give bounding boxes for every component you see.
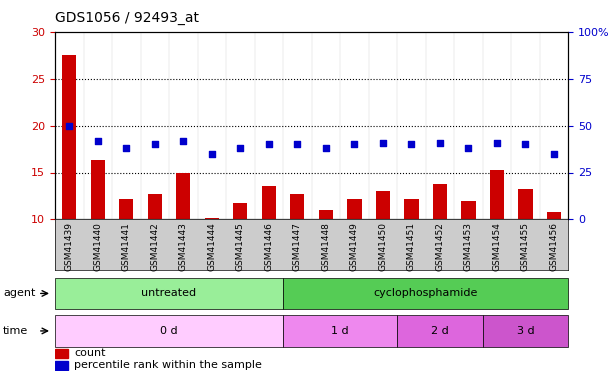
Text: GSM41455: GSM41455	[521, 222, 530, 271]
Text: GSM41450: GSM41450	[378, 222, 387, 271]
Bar	[62, 56, 76, 219]
Text: GSM41447: GSM41447	[293, 222, 302, 271]
Point	[549, 151, 559, 157]
Text: GSM41456: GSM41456	[549, 222, 558, 271]
Text: 1 d: 1 d	[331, 326, 349, 336]
Text: GSM41440: GSM41440	[93, 222, 102, 271]
Text: GSM41453: GSM41453	[464, 222, 473, 271]
Text: 0 d: 0 d	[160, 326, 178, 336]
Point	[207, 151, 217, 157]
Point	[406, 141, 416, 147]
Bar	[205, 218, 219, 219]
Point	[293, 141, 302, 147]
Text: GDS1056 / 92493_at: GDS1056 / 92493_at	[55, 11, 199, 25]
Text: GSM41442: GSM41442	[150, 222, 159, 271]
Text: percentile rank within the sample: percentile rank within the sample	[75, 360, 262, 370]
Text: GSM41441: GSM41441	[122, 222, 131, 271]
Bar	[490, 170, 504, 219]
Bar	[290, 194, 304, 219]
Point	[435, 140, 445, 146]
Text: GSM41449: GSM41449	[350, 222, 359, 271]
Bar	[283, 278, 568, 309]
Text: untreated: untreated	[142, 288, 197, 298]
Bar	[233, 202, 247, 219]
Point	[378, 140, 388, 146]
Point	[93, 138, 103, 144]
Point	[150, 141, 159, 147]
Bar	[461, 201, 475, 219]
Bar	[404, 199, 419, 219]
Bar	[376, 191, 390, 219]
Text: GSM41439: GSM41439	[65, 222, 74, 271]
Point	[349, 141, 359, 147]
Point	[122, 145, 131, 151]
Bar	[518, 189, 533, 219]
Point	[492, 140, 502, 146]
Bar	[262, 186, 276, 219]
Bar	[397, 315, 483, 347]
Text: cyclophosphamide: cyclophosphamide	[373, 288, 478, 298]
Text: GSM41451: GSM41451	[407, 222, 416, 271]
Point	[235, 145, 245, 151]
Text: GSM41454: GSM41454	[492, 222, 502, 271]
Bar	[55, 278, 283, 309]
Bar	[283, 315, 397, 347]
Bar	[433, 184, 447, 219]
Text: 2 d: 2 d	[431, 326, 449, 336]
Point	[464, 145, 474, 151]
Text: GSM41445: GSM41445	[236, 222, 245, 271]
Bar	[148, 194, 162, 219]
Point	[521, 141, 530, 147]
Point	[321, 145, 331, 151]
Bar	[319, 210, 333, 219]
Text: time: time	[3, 326, 28, 336]
Text: agent: agent	[3, 288, 35, 298]
Bar	[90, 160, 105, 219]
Bar	[119, 199, 133, 219]
Text: GSM41444: GSM41444	[207, 222, 216, 271]
Text: GSM41448: GSM41448	[321, 222, 331, 271]
Bar	[176, 172, 191, 219]
Point	[264, 141, 274, 147]
Bar	[55, 349, 68, 358]
Text: 3 d: 3 d	[517, 326, 534, 336]
Point	[178, 138, 188, 144]
Bar	[55, 315, 283, 347]
Bar	[547, 212, 561, 219]
Bar	[483, 315, 568, 347]
Bar	[55, 361, 68, 370]
Text: count: count	[75, 348, 106, 358]
Text: GSM41452: GSM41452	[436, 222, 444, 271]
Text: GSM41443: GSM41443	[179, 222, 188, 271]
Text: GSM41446: GSM41446	[265, 222, 273, 271]
Bar	[347, 199, 362, 219]
Point	[64, 123, 74, 129]
